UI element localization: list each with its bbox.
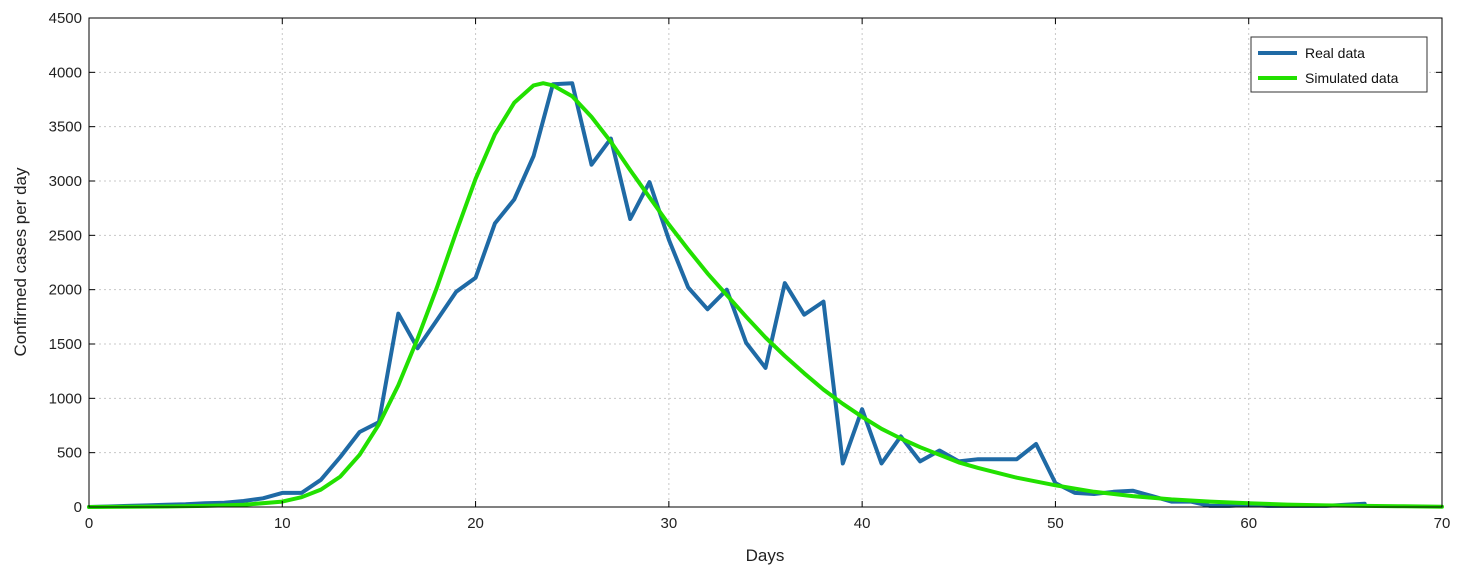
ticks: [88, 17, 1443, 508]
plot-border: [88, 17, 1443, 508]
y-tick-label: 0: [74, 499, 82, 516]
y-tick-label: 500: [57, 445, 82, 462]
series-lines: [87, 81, 1444, 509]
x-tick-label: 70: [1434, 515, 1451, 532]
plot-background: [89, 18, 1442, 507]
x-tick-label: 10: [274, 515, 291, 532]
y-tick-label: 3500: [49, 119, 82, 136]
x-tick-label: 40: [854, 515, 871, 532]
y-tick-label: 4500: [49, 10, 82, 27]
y-tick-label: 1000: [49, 390, 82, 407]
y-tick-labels: 0 500 1000 1500 2000 2500 3000 3500 4000 4500: [49, 10, 82, 516]
x-tick-label: 60: [1240, 515, 1257, 532]
grid: [89, 18, 1442, 507]
x-tick-label: 30: [661, 515, 678, 532]
x-tick-label: 20: [467, 515, 484, 532]
y-tick-label: 2000: [49, 282, 82, 299]
series-line-simulated-data: [87, 81, 1444, 509]
y-tick-label: 2500: [49, 227, 82, 244]
x-tick-label: 0: [85, 515, 93, 532]
legend-label-simulated-data: Simulated data: [1305, 70, 1399, 86]
y-axis-label: Confirmed cases per day: [11, 167, 30, 356]
x-tick-label: 50: [1047, 515, 1064, 532]
x-tick-labels: 0 10 20 30 40 50 60 70: [85, 515, 1451, 532]
legend: Real data Simulated data: [1250, 36, 1428, 93]
legend-label-real-data: Real data: [1305, 45, 1365, 61]
y-tick-label: 3000: [49, 173, 82, 190]
y-tick-label: 4000: [49, 64, 82, 81]
legend-box: [1250, 36, 1428, 93]
x-axis-label: Days: [746, 546, 785, 565]
y-tick-label: 1500: [49, 336, 82, 353]
